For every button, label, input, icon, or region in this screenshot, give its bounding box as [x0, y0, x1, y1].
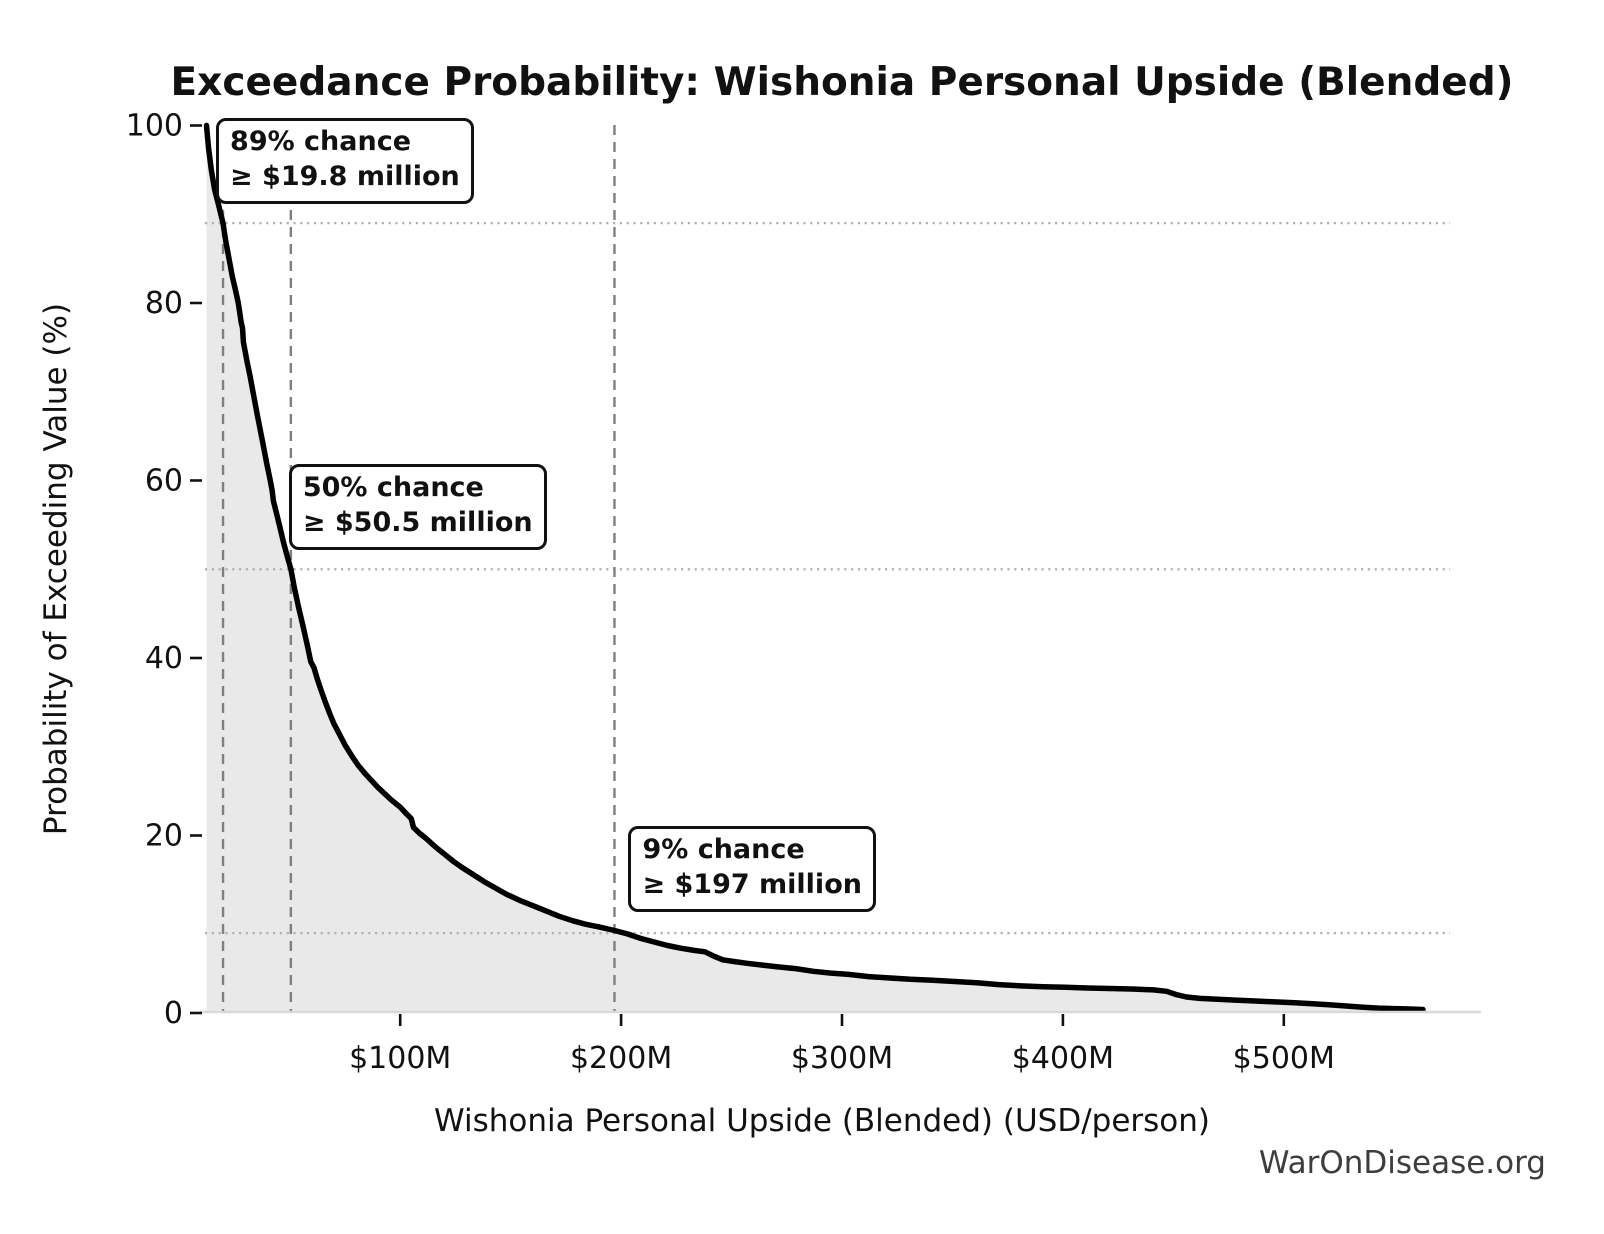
annotation-value-text: ≥ $19.8 million: [230, 161, 460, 193]
watermark-text: WarOnDisease.org: [1259, 1145, 1546, 1181]
annotation-value-text: ≥ $50.5 million: [302, 507, 533, 539]
x-tick-label-$100M: $100M: [349, 1041, 451, 1076]
x-axis-label: Wishonia Personal Upside (Blended) (USD/…: [434, 1103, 1210, 1139]
x-tick-label-$200M: $200M: [570, 1041, 672, 1076]
annotation-value-text: ≥ $197 million: [642, 869, 862, 901]
y-tick-label-40: 40: [145, 641, 183, 676]
y-tick-label-100: 100: [126, 109, 183, 144]
annotation-box-89pct: 89% chance ≥ $19.8 million: [216, 118, 474, 205]
area-fill-layer: [206, 125, 1423, 1012]
annotation-box-9pct: 9% chance ≥ $197 million: [628, 826, 876, 913]
y-tick-label-0: 0: [164, 996, 183, 1031]
chart-title: Exceedance Probability: Wishonia Persona…: [171, 60, 1514, 105]
x-tick-label-$400M: $400M: [1012, 1041, 1114, 1076]
annotation-chance-text: 89% chance: [230, 126, 412, 158]
area-under-curve: [206, 125, 1423, 1012]
annotation-chance-text: 9% chance: [642, 834, 805, 866]
y-tick-label-60: 60: [145, 464, 183, 499]
axes-layer: $100M $200M $300M $400M $500M 0 20 40 60 80 100: [126, 109, 1481, 1076]
x-tick-label-$300M: $300M: [791, 1041, 893, 1076]
curve-layer: [203, 122, 1426, 1013]
y-tick-label-80: 80: [145, 286, 183, 321]
exceedance-curve: [203, 122, 1426, 1013]
annotation-chance-text: 50% chance: [302, 472, 484, 504]
x-tick-label-$500M: $500M: [1233, 1041, 1335, 1076]
y-axis-label: Probability of Exceeding Value (%): [38, 303, 74, 835]
annotation-box-50pct: 50% chance ≥ $50.5 million: [288, 464, 547, 551]
y-tick-label-20: 20: [145, 819, 183, 854]
